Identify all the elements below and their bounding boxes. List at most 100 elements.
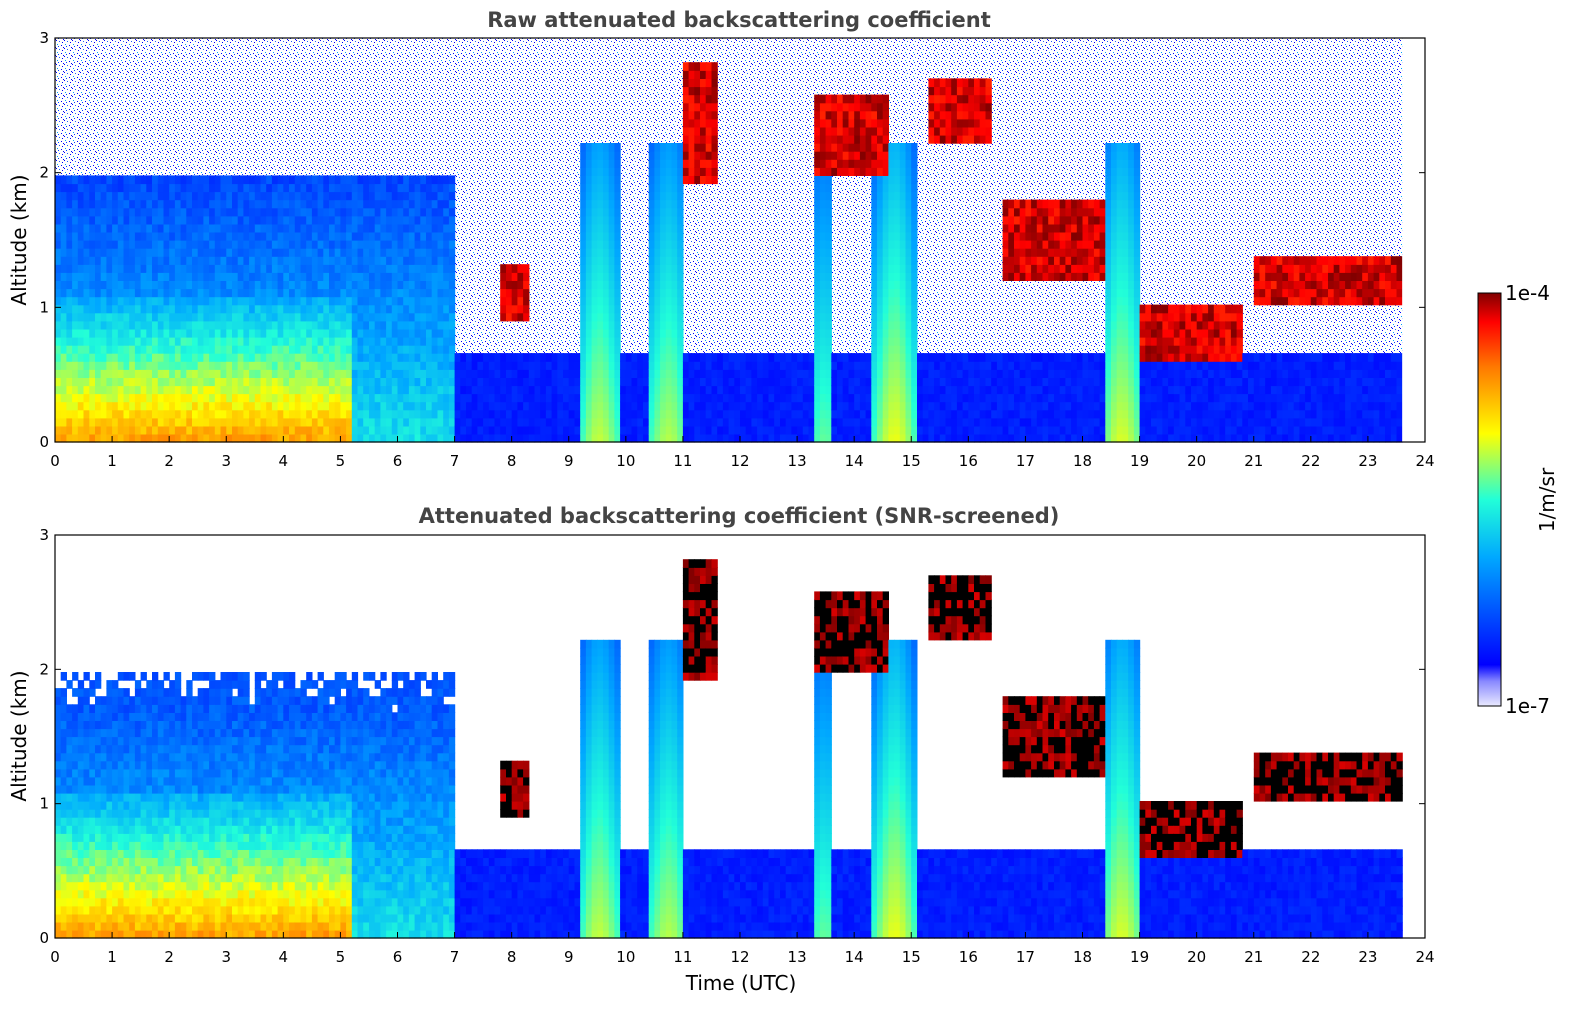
- heatmap-cell: [414, 264, 421, 273]
- heatmap-cell: [814, 385, 821, 395]
- heatmap-cell: [357, 409, 364, 419]
- heatmap-cell: [443, 296, 450, 306]
- heatmap-cell: [100, 385, 107, 395]
- heatmap-cell: [911, 417, 918, 427]
- heatmap-cell: [665, 337, 673, 346]
- heatmap-cell: [705, 409, 712, 419]
- heatmap-cell: [985, 393, 992, 403]
- heatmap-cell: [785, 361, 792, 370]
- heatmap-cell: [249, 385, 256, 395]
- heatmap-cell: [985, 369, 992, 378]
- heatmap-cell: [797, 409, 804, 419]
- heatmap-cell: [289, 328, 296, 338]
- heatmap-cell: [346, 215, 353, 225]
- heatmap-cell: [717, 433, 724, 443]
- heatmap-cell: [1042, 393, 1049, 403]
- heatmap-cell: [186, 369, 193, 378]
- heatmap-cell: [72, 215, 79, 225]
- heatmap-cell: [1093, 231, 1101, 241]
- heatmap-cell: [226, 409, 233, 419]
- heatmap-cell: [951, 135, 958, 144]
- heatmap-cell: [945, 135, 952, 144]
- heatmap-cell: [888, 296, 895, 306]
- heatmap-cell: [403, 256, 410, 265]
- heatmap-cell: [945, 393, 952, 403]
- heatmap-cell: [260, 401, 267, 411]
- heatmap-cell: [214, 231, 222, 241]
- heatmap-cell: [414, 175, 421, 185]
- heatmap-cell: [351, 417, 359, 427]
- heatmap-cell: [939, 110, 947, 120]
- heatmap-cell: [254, 288, 262, 298]
- heatmap-cell: [637, 417, 644, 427]
- heatmap-cell: [443, 215, 450, 225]
- heatmap-cell: [232, 240, 239, 249]
- heatmap-cell: [722, 409, 730, 419]
- heatmap-cell: [232, 288, 239, 298]
- heatmap-cell: [226, 240, 233, 249]
- heatmap-cell: [1128, 296, 1135, 306]
- heatmap-cell: [357, 288, 364, 298]
- heatmap-cell: [283, 183, 290, 193]
- heatmap-cell: [842, 118, 849, 128]
- heatmap-cell: [117, 199, 125, 209]
- heatmap-cell: [671, 231, 678, 241]
- heatmap-cell: [254, 401, 262, 411]
- heatmap-cell: [186, 288, 193, 298]
- heatmap-cell: [140, 231, 147, 241]
- heatmap-cell: [654, 296, 661, 306]
- heatmap-cell: [500, 377, 507, 387]
- heatmap-cell: [346, 409, 353, 419]
- heatmap-cell: [323, 272, 330, 281]
- heatmap-cell: [905, 280, 912, 290]
- heatmap-cell: [1025, 248, 1032, 257]
- heatmap-cell: [363, 288, 370, 298]
- heatmap-cell: [1082, 353, 1089, 362]
- heatmap-cell: [677, 425, 684, 435]
- heatmap-cell: [431, 417, 438, 427]
- heatmap-cell: [260, 377, 267, 387]
- heatmap-cell: [60, 345, 67, 354]
- heatmap-cell: [528, 417, 536, 427]
- heatmap-cell: [391, 304, 399, 314]
- heatmap-cell: [232, 345, 239, 354]
- heatmap-cell: [448, 433, 456, 443]
- heatmap-cell: [785, 369, 792, 378]
- heatmap-cell: [483, 425, 490, 435]
- heatmap-cell: [243, 264, 250, 273]
- heatmap-cell: [1071, 223, 1078, 233]
- heatmap-cell: [329, 393, 336, 403]
- heatmap-cell: [391, 369, 399, 378]
- heatmap-cell: [289, 264, 296, 273]
- heatmap-cell: [1059, 353, 1066, 362]
- heatmap-cell: [300, 280, 307, 290]
- heatmap-cell: [614, 296, 621, 306]
- heatmap-cell: [186, 377, 193, 387]
- heatmap-cell: [100, 409, 107, 419]
- heatmap-cell: [220, 353, 227, 362]
- heatmap-cell: [180, 296, 187, 306]
- heatmap-cell: [985, 353, 992, 362]
- heatmap-cell: [203, 175, 210, 185]
- heatmap-cell: [1151, 312, 1158, 322]
- heatmap-cell: [1014, 377, 1021, 387]
- heatmap-cell: [1105, 433, 1112, 443]
- heatmap-cell: [374, 272, 381, 281]
- heatmap-cell: [894, 240, 901, 249]
- heatmap-cell: [540, 377, 547, 387]
- heatmap-cell: [203, 231, 210, 241]
- heatmap-cell: [311, 223, 319, 233]
- heatmap-cell: [437, 337, 444, 346]
- heatmap-cell: [60, 256, 67, 265]
- heatmap-cell: [1128, 248, 1135, 257]
- heatmap-cell: [597, 361, 604, 370]
- heatmap-cell: [146, 240, 153, 249]
- heatmap-cell: [1048, 409, 1055, 419]
- heatmap-cell: [814, 94, 821, 104]
- heatmap-cell: [1093, 409, 1101, 419]
- heatmap-cell: [597, 240, 604, 249]
- heatmap-cell: [1082, 272, 1089, 281]
- heatmap-cell: [825, 345, 832, 354]
- heatmap-cell: [1048, 215, 1055, 225]
- heatmap-cell: [1133, 231, 1141, 241]
